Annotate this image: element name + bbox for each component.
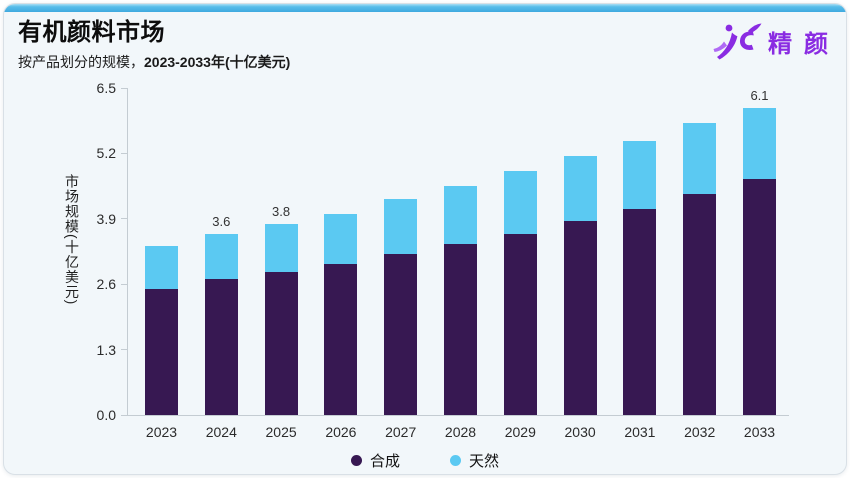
bar-segment-合成-2024[interactable] [204, 279, 238, 415]
y-tick-mark-1.3 [121, 349, 128, 351]
subtitle-bold: 2023-2033年(十亿美元) [144, 54, 291, 70]
bar-segment-天然-2024[interactable] [204, 233, 238, 280]
y-tick-mark-6.5 [121, 87, 128, 89]
plot-area: 0.0 1.3 2.6 3.9 5.2 6.5 2023 3.6 2024 3.8 2025 2026… [97, 80, 789, 440]
subtitle-regular: 按产品划分的规模， [18, 54, 144, 70]
brand-logo: 精颜 [710, 20, 828, 62]
y-tick-label-6.5: 6.5 [96, 80, 116, 96]
x-tick-label-2026: 2026 [325, 424, 357, 440]
legend-marker-synthetic [350, 455, 362, 466]
bar-total-label-2033: 6.1 [750, 88, 769, 104]
y-tick-mark-0.0 [121, 414, 128, 416]
x-tick-label-2030: 2030 [564, 424, 596, 440]
bar-segment-合成-2023[interactable] [145, 289, 178, 415]
x-tick-label-2025: 2025 [265, 424, 297, 440]
bar-segment-天然-2030[interactable] [563, 155, 597, 222]
legend-label-synthetic: 合成 [369, 453, 400, 470]
bar-segment-天然-2027[interactable] [384, 198, 418, 255]
x-tick-label-2033: 2033 [743, 424, 776, 440]
page-title: 有机颜料市场 [18, 19, 165, 46]
y-tick-label-2.6: 2.6 [96, 276, 116, 293]
bar-segment-合成-2026[interactable] [324, 264, 358, 415]
bar-segment-天然-2026[interactable] [324, 213, 358, 265]
bar-segment-天然-2029[interactable] [503, 171, 537, 234]
y-tick-mark-2.6 [121, 283, 128, 285]
y-tick-label-5.2: 5.2 [96, 145, 116, 162]
brand-logo-text: 精颜 [768, 30, 840, 58]
legend: 合成 天然 [4, 450, 846, 471]
legend-label-natural: 天然 [469, 453, 500, 470]
bar-segment-天然-2031[interactable] [623, 140, 657, 209]
bar-segment-天然-2032[interactable] [683, 123, 717, 194]
bar-segment-合成-2031[interactable] [623, 208, 657, 415]
bar-segment-合成-2033[interactable] [743, 178, 776, 415]
bar-total-label-2024: 3.6 [212, 213, 231, 229]
y-tick-label-0.0: 0.0 [96, 407, 116, 423]
bar-segment-合成-2032[interactable] [683, 193, 717, 415]
bar-segment-合成-2027[interactable] [384, 254, 418, 415]
card-top-accent-bar [4, 4, 846, 12]
bar-segment-合成-2030[interactable] [563, 221, 597, 415]
bar-segment-天然-2028[interactable] [444, 186, 477, 244]
y-tick-label-1.3: 1.3 [96, 341, 116, 358]
bar-segment-合成-2029[interactable] [503, 233, 537, 415]
x-tick-label-2029: 2029 [504, 424, 536, 440]
bar-segment-天然-2033[interactable] [743, 108, 776, 179]
legend-marker-natural [450, 455, 461, 466]
bar-segment-天然-2025[interactable] [264, 223, 298, 272]
x-tick-label-2023: 2023 [145, 424, 178, 440]
y-axis-title: 市场规模(十亿美元) [64, 174, 80, 306]
x-tick-label-2031: 2031 [624, 424, 656, 440]
bar-segment-合成-2025[interactable] [264, 271, 298, 415]
y-tick-mark-3.9 [121, 218, 128, 220]
legend-item-natural[interactable]: 天然 [450, 450, 499, 471]
x-tick-label-2024: 2024 [205, 424, 237, 440]
page-subtitle: 按产品划分的规模，2023-2033年(十亿美元) [18, 52, 290, 72]
jc-figure-logo-icon [713, 23, 762, 60]
x-tick-label-2027: 2027 [385, 424, 417, 440]
bar-segment-合成-2028[interactable] [444, 243, 477, 415]
header: 有机颜料市场 按产品划分的规模，2023-2033年(十亿美元) [18, 20, 290, 72]
y-tick-mark-5.2 [121, 152, 128, 154]
x-tick-label-2032: 2032 [684, 424, 716, 440]
legend-item-synthetic[interactable]: 合成 [350, 450, 400, 471]
report-card: 有机颜料市场 按产品划分的规模，2023-2033年(十亿美元) 精颜 市场规模… [3, 3, 847, 475]
bar-segment-天然-2023[interactable] [145, 246, 178, 290]
y-tick-label-3.9: 3.9 [96, 210, 116, 227]
x-tick-label-2028: 2028 [444, 424, 477, 440]
bar-total-label-2025: 3.8 [272, 203, 291, 219]
